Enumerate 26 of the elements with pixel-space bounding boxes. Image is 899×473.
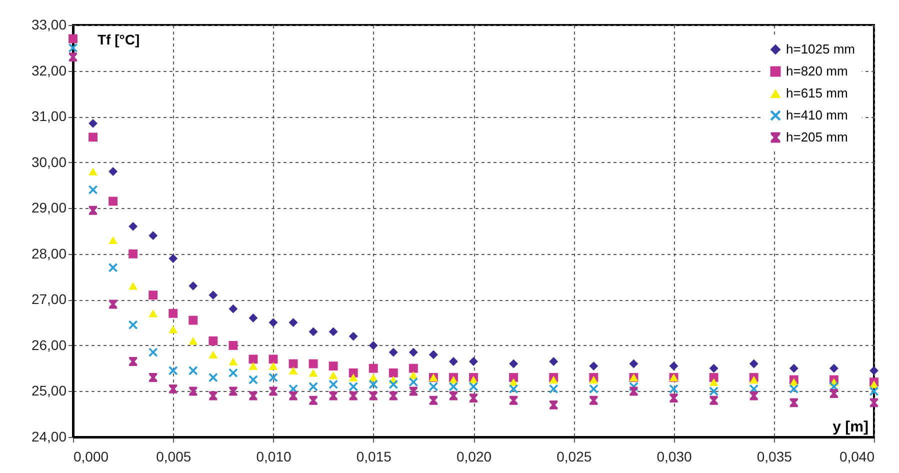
- x-tick-label: 0,030: [656, 448, 692, 464]
- y-tick-label: 25,00: [31, 382, 67, 399]
- y-tick-label: 30,00: [31, 154, 67, 170]
- legend-label: h=820 mm: [786, 64, 848, 78]
- x-axis-title: y [m]: [832, 418, 868, 436]
- legend-label: h=615 mm: [786, 86, 848, 100]
- y-tick-label: 33,00: [31, 16, 67, 32]
- y-tick-label: 24,00: [31, 428, 67, 444]
- x-tick-label: 0,005: [156, 448, 192, 464]
- y-tick-label: 31,00: [31, 108, 67, 124]
- x-tick-label: 0,040: [839, 448, 875, 464]
- legend-label: h=205 mm: [786, 130, 848, 144]
- x-tick-label: 0,035: [756, 448, 792, 464]
- legend-label: h=1025 mm: [786, 42, 856, 56]
- x-tick-label: 0,025: [556, 448, 592, 464]
- y-tick-label: 27,00: [31, 291, 67, 308]
- y-tick-label: 32,00: [31, 62, 67, 78]
- y-tick-label: 26,00: [31, 336, 67, 353]
- y-tick-label: 29,00: [31, 200, 67, 216]
- x-tick-label: 0,000: [74, 448, 109, 464]
- x-tick-label: 0,015: [356, 448, 392, 464]
- y-axis-title: Tf [°C]: [98, 32, 140, 48]
- x-tick-label: 0,010: [256, 448, 292, 464]
- x-tick-label: 0,020: [456, 448, 492, 464]
- legend-label: h=410 mm: [786, 108, 848, 122]
- y-tick-label: 28,00: [31, 245, 67, 262]
